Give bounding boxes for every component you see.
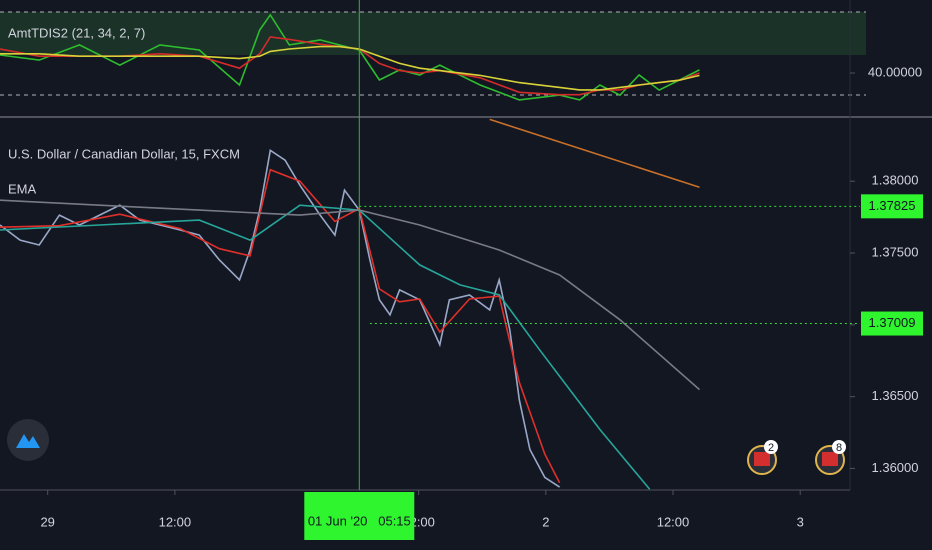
x-tick-label: 12:00 [159,514,192,529]
series-line [0,13,700,101]
series-line [489,118,700,188]
logo-icon [16,434,40,448]
x-tick-label: 12:00 [657,514,690,529]
event-flag [822,452,838,466]
chart-title: U.S. Dollar / Canadian Dollar, 15, FXCM [8,146,240,161]
price-tag-label: 1.37825 [869,198,916,213]
indicator-band [0,12,866,55]
event-count: 2 [768,442,774,454]
y-tick-label: 1.38000 [872,173,919,188]
ema-label: EMA [8,181,37,196]
crosshair-label: 01 Jun '20 05:15 [308,513,411,528]
y-tick-label: 1.36500 [872,388,919,403]
crosshair-tag [304,492,415,540]
price-tag [861,194,923,219]
y-tick-label: 40.00000 [868,64,922,79]
price-tag-label: 1.37009 [869,315,916,330]
price-tag [861,311,923,336]
y-tick-label: 1.37500 [872,244,919,259]
event-badge [832,440,846,454]
logo[interactable] [7,419,49,461]
x-tick-label: 2 [542,514,549,529]
event-flag [754,452,770,466]
event-badge [764,440,778,454]
indicator-title: AmtTDIS2 (21, 34, 2, 7) [8,25,145,40]
series-line [0,148,561,488]
series-line [0,204,651,490]
series-line [0,45,700,91]
x-tick-label: 29 [40,514,54,529]
x-tick-label: 3 [797,514,804,529]
series-line [0,36,700,96]
event-count: 8 [836,442,842,454]
series-line [0,199,701,391]
y-tick-label: 1.36000 [872,460,919,475]
